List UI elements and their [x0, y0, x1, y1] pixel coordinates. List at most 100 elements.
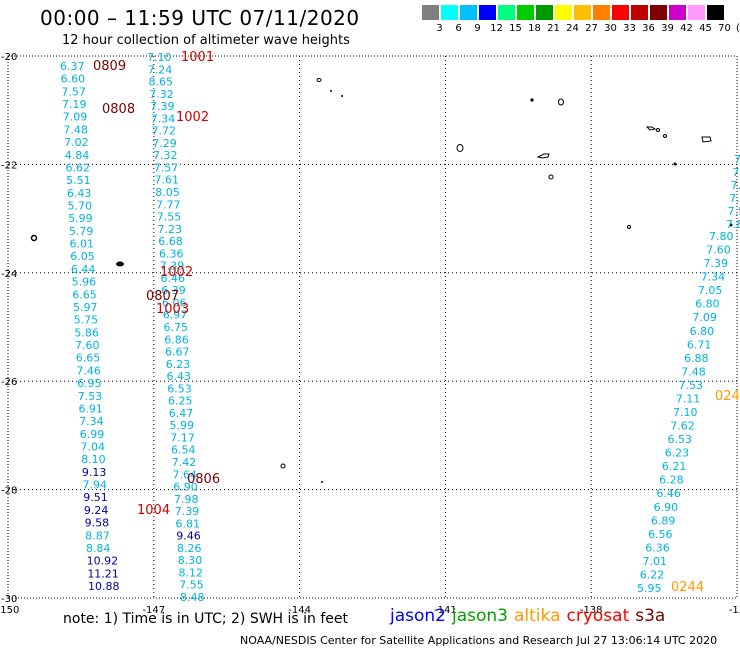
wave-height-value: 6.89: [651, 514, 676, 527]
wave-height-value: 5.97: [73, 301, 98, 314]
wave-height-value: 7.62: [670, 420, 695, 433]
map-grid: -150 -147 -144 -141 -138 -13 -20 -22 -24 -26 -28 -3…: [0, 52, 740, 616]
color-scale-label: 12: [490, 23, 503, 34]
legend-item-cryosat: cryosat: [566, 606, 630, 626]
island: [116, 261, 124, 267]
color-swatch: [498, 5, 515, 20]
color-swatch: [441, 5, 458, 20]
wave-height-value: 7.72: [152, 125, 177, 138]
wave-height-value: 9.46: [176, 530, 201, 543]
wave-height-value: 8.87: [85, 529, 110, 542]
pass-time-label: 1002: [176, 110, 209, 125]
wave-height-value: 7.60: [75, 339, 100, 352]
wave-height-value: 7.80: [709, 230, 734, 243]
island: [316, 78, 322, 82]
color-scale-label: 45: [699, 23, 712, 34]
wave-height-value: 7.4: [731, 179, 740, 192]
wave-height-value: 6.21: [662, 460, 687, 473]
color-scale-label: (ft): [735, 23, 740, 34]
wave-height-value: 6.44: [71, 263, 96, 276]
wave-height-value: 7.09: [692, 311, 717, 324]
wave-height-value: 5.99: [170, 419, 195, 432]
altimeter-tracks: 6.376.607.577.197.097.487.024.846.625.51…: [60, 51, 740, 604]
wave-height-value: 7.32: [153, 149, 178, 162]
color-scale-label: 6: [455, 23, 462, 34]
wave-height-value: 6.43: [67, 187, 92, 200]
wave-height-value: 7.42: [172, 456, 197, 469]
color-scale-label: 24: [566, 23, 579, 34]
pass-time-label: 0809: [93, 59, 126, 74]
island: [456, 144, 464, 152]
island: [536, 153, 550, 159]
wave-height-value: 6.80: [695, 298, 720, 311]
legend-item-jason2: jason2: [390, 606, 446, 626]
color-scale-label: 18: [528, 23, 541, 34]
wave-height-value: 7.23: [158, 223, 183, 236]
wave-height-value: 7.61: [155, 174, 180, 187]
wave-height-value: 7.34: [151, 112, 176, 125]
longitude-tick-label: -13: [729, 605, 740, 616]
pass-time-label: 0806: [187, 472, 220, 487]
color-scale-label: 15: [509, 23, 522, 34]
wave-height-value: 7.64: [173, 468, 198, 481]
wave-height-value: 6.25: [168, 395, 193, 408]
color-swatch: [612, 5, 629, 20]
wave-height-value: 7.46: [76, 364, 101, 377]
color-scale-label: 21: [547, 23, 560, 34]
color-scale-label: 9: [474, 23, 481, 34]
wave-height-value: 8.10: [81, 453, 106, 466]
island: [558, 98, 564, 106]
island: [530, 98, 534, 102]
wave-height-value: 6.80: [690, 325, 715, 338]
island: [701, 136, 712, 143]
wave-height-value: 7.55: [179, 579, 204, 592]
longitude-tick-label: -147: [142, 605, 165, 616]
wave-height-value: 6.28: [659, 474, 684, 487]
wave-height-value: 7.60: [706, 244, 731, 257]
legend-item-altika: altika: [514, 606, 561, 626]
wave-height-value: 7.04: [80, 440, 105, 453]
wave-height-value: 7.32: [149, 88, 174, 101]
wave-height-value: 8.65: [149, 76, 174, 89]
island: [729, 223, 733, 227]
page-title: 00:00 – 11:59 UTC 07/11/2020: [40, 6, 360, 30]
latitude-tick-label: -30: [1, 594, 17, 605]
wave-height-value: 7.8: [726, 218, 740, 231]
wave-height-value: 7.39: [703, 257, 728, 270]
wave-height-value: 6.97: [163, 309, 188, 322]
color-swatch: [517, 5, 534, 20]
wave-height-value: 6.46: [161, 272, 186, 285]
wave-height-value: 9.24: [84, 504, 109, 517]
color-swatch: [574, 5, 591, 20]
wave-height-value: 6.67: [165, 346, 190, 359]
wave-height-value: 4.84: [65, 149, 90, 162]
island: [330, 90, 332, 92]
wave-height-value: 6.05: [70, 250, 95, 263]
wave-height-value: 7.05: [698, 284, 723, 297]
wave-height-value: 6.39: [161, 284, 186, 297]
wave-height-value: 7.98: [174, 493, 199, 506]
wave-height-value: 6.22: [640, 568, 665, 581]
island: [663, 134, 667, 138]
wave-height-value: 9.51: [83, 491, 108, 504]
wave-height-value: 5.51: [66, 174, 91, 187]
satellite-legend: jason2 jason3 altika cryosat s3a: [390, 606, 671, 626]
wave-height-value: 6.37: [60, 60, 85, 73]
wave-height-value: 6.56: [648, 528, 673, 541]
wave-height-value: 6.90: [654, 501, 679, 514]
wave-height-value: 5.99: [68, 212, 93, 225]
pass-time-label: 1004: [137, 503, 170, 518]
wave-height-value: 6.46: [656, 487, 681, 500]
wave-height-value: 8.26: [177, 542, 202, 555]
island: [656, 128, 660, 132]
pass-time-label: 1001: [181, 50, 214, 65]
longitude-tick-label: -144: [288, 605, 311, 616]
color-scale-label: 42: [680, 23, 693, 34]
wave-height-value: 11.21: [87, 567, 119, 580]
color-swatch: [650, 5, 667, 20]
wave-height-value: 6.90: [173, 481, 198, 494]
color-scale-label: 3: [436, 23, 443, 34]
wave-height-value: 6.65: [76, 352, 101, 365]
wave-height-value: 6.47: [169, 407, 194, 420]
